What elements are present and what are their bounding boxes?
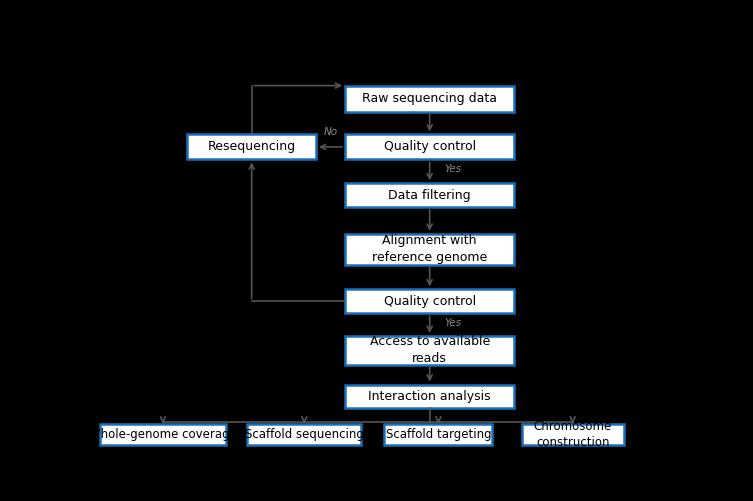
Text: Raw sequencing data: Raw sequencing data <box>362 92 497 105</box>
FancyBboxPatch shape <box>345 86 514 112</box>
Text: Alignment with
reference genome: Alignment with reference genome <box>372 234 487 264</box>
FancyBboxPatch shape <box>345 233 514 265</box>
FancyBboxPatch shape <box>187 134 316 159</box>
Text: Chromosome
construction: Chromosome construction <box>534 419 611 449</box>
FancyBboxPatch shape <box>385 424 492 445</box>
FancyBboxPatch shape <box>345 385 514 408</box>
FancyBboxPatch shape <box>345 289 514 313</box>
Text: Scaffold sequencing: Scaffold sequencing <box>245 428 364 441</box>
FancyBboxPatch shape <box>345 134 514 159</box>
Text: Yes: Yes <box>444 318 462 328</box>
Text: Whole-genome coverage: Whole-genome coverage <box>89 428 237 441</box>
FancyBboxPatch shape <box>522 424 623 445</box>
Text: Scaffold targeting: Scaffold targeting <box>386 428 491 441</box>
Text: Quality control: Quality control <box>383 140 476 153</box>
Text: Interaction analysis: Interaction analysis <box>368 390 491 403</box>
FancyBboxPatch shape <box>345 336 514 365</box>
Text: No: No <box>323 127 337 137</box>
FancyBboxPatch shape <box>100 424 226 445</box>
Text: Data filtering: Data filtering <box>389 189 471 201</box>
Text: Resequencing: Resequencing <box>208 140 296 153</box>
FancyBboxPatch shape <box>247 424 361 445</box>
Text: Yes: Yes <box>444 164 462 174</box>
FancyBboxPatch shape <box>345 183 514 207</box>
Text: Access to available
reads: Access to available reads <box>370 336 489 365</box>
Text: Quality control: Quality control <box>383 295 476 308</box>
